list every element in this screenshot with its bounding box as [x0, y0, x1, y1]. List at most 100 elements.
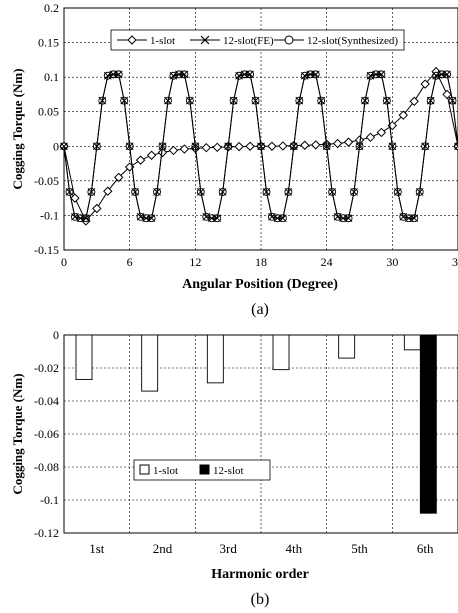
data-point-circle [295, 96, 304, 105]
data-point-circle [251, 96, 260, 105]
data-point-circle [306, 70, 315, 79]
line-chart-panel: -0.15 -0.1 -0.05 0 0.05 0.1 0.15 0.2 0 6 12 18 24 30… [10, 1, 458, 318]
data-point-circle [454, 142, 458, 151]
x-tick-label: 18 [255, 255, 267, 269]
data-point-circle [158, 142, 167, 151]
x-tick-label: 3rd [219, 541, 237, 556]
data-point-diamond [332, 138, 343, 149]
data-point-circle [191, 142, 200, 151]
data-point-circle [169, 71, 178, 80]
legend-label-1slot: 1-slot [150, 35, 175, 47]
data-point-circle [60, 142, 68, 151]
y-tick-label: 0.1 [44, 70, 59, 84]
series-circle [60, 70, 458, 223]
data-point-diamond [168, 145, 179, 156]
data-point-circle [350, 187, 358, 196]
data-point-circle [103, 71, 112, 80]
data-point-circle [196, 187, 205, 196]
data-point-circle [125, 142, 134, 151]
y-tick-label: -0.12 [34, 526, 59, 540]
data-point-diamond [300, 140, 310, 150]
x-tick-label: 0 [61, 255, 67, 269]
legend: 1-slot 12-slot(FE) 12-slot(Synthesized) [110, 29, 405, 51]
data-point-circle [267, 212, 276, 221]
legend-swatch-12slot [199, 464, 210, 475]
y-tick-label: 0.15 [38, 36, 59, 50]
legend-label-1slot: 1-slot [153, 465, 178, 477]
data-point-circle [120, 96, 129, 105]
data-point-circle [164, 96, 172, 105]
panel-caption: (b) [251, 591, 270, 608]
data-point-circle [371, 70, 380, 79]
data-point-circle [443, 70, 452, 79]
data-point-circle [142, 214, 151, 223]
x-tick-label: 6th [417, 541, 434, 556]
data-point-circle [262, 187, 271, 196]
data-point-circle [109, 70, 118, 79]
y-tick-label: -0.1 [40, 208, 59, 222]
y-tick-label: 0.05 [38, 105, 59, 119]
data-point-diamond [420, 79, 430, 89]
data-point-diamond [453, 141, 458, 151]
data-point-circle [399, 212, 408, 221]
y-tick-label: -0.04 [34, 394, 59, 408]
x-tick-labels: 1st 2nd 3rd 4th 5th 6th [89, 541, 434, 556]
data-point-diamond [146, 150, 157, 160]
data-point-circle [131, 187, 140, 196]
bar [272, 334, 290, 371]
y-tick-label: -0.15 [34, 243, 59, 257]
x-tick-label: 6 [127, 255, 133, 269]
legend-label-12slot: 12-slot [213, 465, 244, 477]
legend-box [110, 29, 405, 51]
data-point-circle [355, 142, 364, 151]
data-point-circle [213, 214, 222, 223]
bar [419, 334, 437, 514]
data-point-circle [70, 212, 79, 221]
x-tick-labels: 0 6 12 18 24 30 36 [61, 255, 458, 269]
data-point-diamond [157, 147, 168, 158]
x-axis-label: Harmonic order [211, 567, 309, 582]
data-point-circle [278, 214, 287, 223]
data-point-diamond [278, 141, 288, 151]
legend-label-12slot-fe: 12-slot(FE) [223, 35, 274, 47]
data-point-diamond [179, 144, 190, 154]
x-tick-label: 5th [351, 541, 368, 556]
data-point-circle [153, 187, 161, 196]
gridlines [64, 335, 458, 533]
x-axis-label: Angular Position (Degree) [182, 277, 338, 292]
bar [206, 334, 224, 384]
data-point-circle [333, 212, 342, 221]
data-point-circle [377, 70, 386, 79]
data-point-circle [257, 142, 265, 151]
series-line [63, 73, 458, 219]
data-point-circle [174, 70, 183, 79]
bar [403, 334, 421, 351]
y-tick-labels: -0.12 -0.1 -0.08 -0.06 -0.04 -0.02 0 [34, 328, 59, 540]
data-point-circle [388, 142, 397, 151]
data-point-diamond [212, 142, 222, 153]
y-tick-labels: -0.15 -0.1 -0.05 0 0.05 0.1 0.15 0.2 [34, 1, 59, 257]
y-tick-label: 0.2 [44, 1, 59, 15]
data-point-circle [114, 70, 123, 79]
data-point-diamond [343, 137, 354, 147]
legend: 1-slot 12-slot [133, 459, 271, 481]
series-layer [59, 66, 458, 226]
data-point-circle [87, 187, 96, 196]
data-point-circle [317, 96, 326, 105]
data-point-diamond [70, 193, 80, 203]
data-point-circle [185, 96, 194, 105]
diamond-marker-icon [127, 35, 137, 45]
data-point-circle [421, 142, 430, 151]
data-point-circle [344, 214, 353, 223]
x-tick-label: 30 [386, 255, 398, 269]
legend-swatch-1slot [139, 464, 150, 475]
data-point-circle [224, 142, 233, 151]
bar-chart-panel: -0.12 -0.1 -0.08 -0.06 -0.04 -0.02 0 1st 2nd 3rd… [10, 328, 458, 608]
x-tick-label: 1st [89, 541, 105, 556]
data-point-circle [366, 71, 375, 80]
data-point-diamond [234, 141, 244, 152]
data-point-circle [448, 96, 457, 105]
series-diamond [59, 66, 458, 226]
data-point-circle [218, 187, 227, 196]
